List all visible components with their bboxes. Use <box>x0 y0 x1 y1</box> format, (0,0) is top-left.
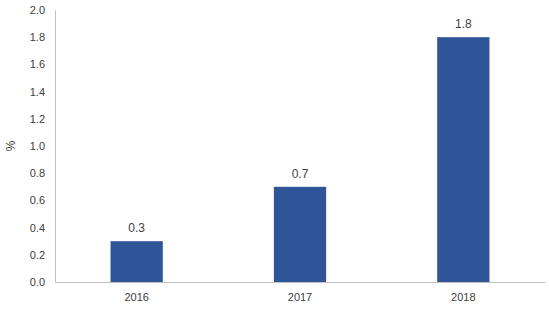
y-tick-label: 1.8 <box>30 31 45 43</box>
y-tick: 0.8 <box>30 167 55 179</box>
bar <box>111 241 163 282</box>
y-tick: 1.4 <box>30 86 55 98</box>
y-tick-label: 1.6 <box>30 58 45 70</box>
y-tick-label: 0.0 <box>30 276 45 288</box>
x-tick-label: 2016 <box>124 291 148 303</box>
y-tick-label: 1.2 <box>30 113 45 125</box>
bar <box>437 37 489 282</box>
y-axis-line <box>55 11 56 283</box>
chart: 0.00.20.40.60.81.01.21.41.61.82.02016201… <box>0 0 549 309</box>
y-tick-label: 2.0 <box>30 4 45 16</box>
y-tick: 1.2 <box>30 113 55 125</box>
y-tick: 0.6 <box>30 194 55 206</box>
y-tick: 1.6 <box>30 58 55 70</box>
y-tick-label: 0.6 <box>30 194 45 206</box>
data-label: 0.3 <box>128 221 145 235</box>
bar <box>274 187 326 282</box>
bars <box>111 37 490 282</box>
y-tick: 1.0 <box>30 140 55 152</box>
x-axis: 2016 2017 2018 <box>56 282 546 303</box>
x-tick-label: 2018 <box>451 291 475 303</box>
x-axis-line <box>56 282 546 283</box>
data-labels: 0.3 0.7 1.8 <box>128 17 472 235</box>
y-tick: 2.0 <box>30 4 55 16</box>
y-tick: 1.8 <box>30 31 55 43</box>
plot: 0.00.20.40.60.81.01.21.41.61.82.02016201… <box>30 4 546 303</box>
y-tick: 0.2 <box>30 249 55 261</box>
y-tick-label: 0.8 <box>30 167 45 179</box>
y-axis: 0.0 0.2 0.4 0.6 0.8 1.0 1.2 1.4 1.6 1.8 2.0 <box>30 4 56 288</box>
x-tick: 2017 <box>288 282 312 303</box>
y-tick-label: 1.4 <box>30 86 45 98</box>
data-label: 1.8 <box>455 17 472 31</box>
y-axis-title: % <box>4 140 18 151</box>
y-tick-label: 1.0 <box>30 140 45 152</box>
x-tick: 2018 <box>451 282 475 303</box>
y-tick: 0.4 <box>30 222 55 234</box>
y-tick-label: 0.2 <box>30 249 45 261</box>
y-tick-label: 0.4 <box>30 222 45 234</box>
y-tick: 0.0 <box>30 276 55 288</box>
data-label: 0.7 <box>292 167 309 181</box>
x-tick: 2016 <box>124 282 148 303</box>
x-tick-label: 2017 <box>288 291 312 303</box>
